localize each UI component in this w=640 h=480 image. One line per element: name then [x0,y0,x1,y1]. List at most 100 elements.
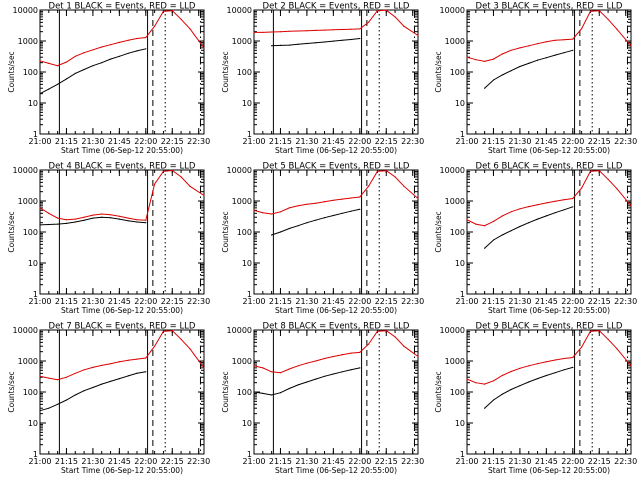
data-point-events [39,410,41,412]
series-line-lld [39,330,205,381]
data-point-lld [253,31,255,33]
detector-panel-7: Det 7 BLACK = Events, RED = LLD 1 10 100 100… [7,322,210,476]
x-tick-label: 21:30 [508,457,531,466]
x-axis-label: Start Time (06-Sep-12 20:55:00) [61,306,183,315]
y-tick-label: 1 [247,290,252,299]
data-point-events [359,37,361,40]
x-tick-label: 22:15 [161,137,184,146]
data-point-lld [492,58,495,60]
data-point-events [57,403,59,405]
data-point-lld [519,367,521,369]
data-point-lld [376,170,378,172]
data-point-lld [101,364,103,366]
data-point-lld [57,65,59,67]
y-tick-label: 1000 [232,197,252,206]
data-point-lld [203,194,205,197]
data-point-lld [589,170,592,172]
data-point-lld [528,45,530,47]
data-point-lld [368,21,370,23]
data-point-lld [127,217,129,219]
data-point-lld [332,199,334,201]
data-point-lld [630,205,632,207]
data-point-events [341,39,343,41]
data-point-events [57,83,59,85]
y-tick-label: 10 [28,99,38,108]
data-point-lld [563,357,565,360]
data-point-events [563,52,565,54]
x-tick-label: 22:15 [588,137,611,146]
y-tick-label: 10000 [13,6,38,15]
data-point-lld [630,45,632,47]
data-point-lld [127,359,129,361]
plot-frame [466,9,632,135]
data-point-lld [501,215,503,217]
y-axis-label: Counts/sec [434,51,443,92]
plot-frame [253,169,419,295]
data-point-events [492,239,495,241]
x-tick-label: 21:15 [269,457,292,466]
x-axis-label: Start Time (06-Sep-12 20:55:00) [275,146,397,155]
x-tick-label: 21:45 [108,297,131,306]
data-point-lld [563,199,565,201]
data-point-lld [607,18,609,20]
x-tick-label: 21:45 [322,297,345,306]
x-axis-label: Start Time (06-Sep-12 20:55:00) [488,466,610,475]
data-point-events [536,59,539,61]
data-point-lld [394,336,396,338]
data-point-lld [616,348,618,350]
data-point-lld [368,343,370,345]
data-point-lld [162,330,164,332]
y-tick-label: 1 [247,130,252,139]
data-point-events [315,219,317,221]
data-point-lld [109,44,112,46]
y-tick-label: 10 [242,99,252,108]
plot-frame [253,329,419,455]
data-point-events [279,44,282,47]
x-tick-label: 21:00 [242,137,265,146]
data-point-lld [630,365,632,367]
y-tick-label: 1 [33,450,38,459]
data-point-events [127,375,129,377]
data-point-events [109,380,112,382]
data-point-lld [394,176,396,178]
data-point-events [563,369,565,371]
data-point-lld [403,345,405,347]
data-point-lld [65,376,68,378]
data-point-lld [109,363,112,365]
series-line-lld [466,10,632,62]
data-point-events [83,68,85,71]
x-tick-label: 22:15 [161,297,184,306]
data-point-lld [554,200,556,202]
data-point-lld [403,185,405,187]
x-tick-label: 22:30 [614,457,637,466]
data-point-lld [332,29,334,31]
y-tick-label: 1 [33,130,38,139]
data-point-lld [65,61,68,63]
y-tick-label: 1000 [18,197,38,206]
x-tick-label: 22:00 [348,297,371,306]
data-point-events [39,93,41,95]
data-point-lld [297,365,299,367]
data-point-lld [136,358,138,360]
x-tick-label: 21:00 [28,297,51,306]
data-point-lld [306,203,308,205]
data-point-events [350,38,352,41]
series-line-events [484,49,573,89]
x-tick-label: 22:30 [614,137,637,146]
y-tick-label: 100 [23,388,38,397]
data-point-lld [332,355,334,358]
data-point-lld [376,330,378,332]
data-point-lld [74,372,76,374]
y-axis-label: Counts/sec [221,51,230,92]
x-tick-label: 22:30 [187,297,210,306]
y-tick-label: 100 [450,68,465,77]
data-point-lld [394,16,396,18]
data-point-events [545,57,548,59]
y-tick-label: 100 [450,388,465,397]
data-point-lld [475,59,477,61]
data-point-lld [101,46,103,48]
data-point-events [563,209,565,211]
x-tick-label: 21:30 [295,137,318,146]
y-tick-label: 1000 [445,357,465,366]
y-tick-label: 10000 [227,326,252,335]
